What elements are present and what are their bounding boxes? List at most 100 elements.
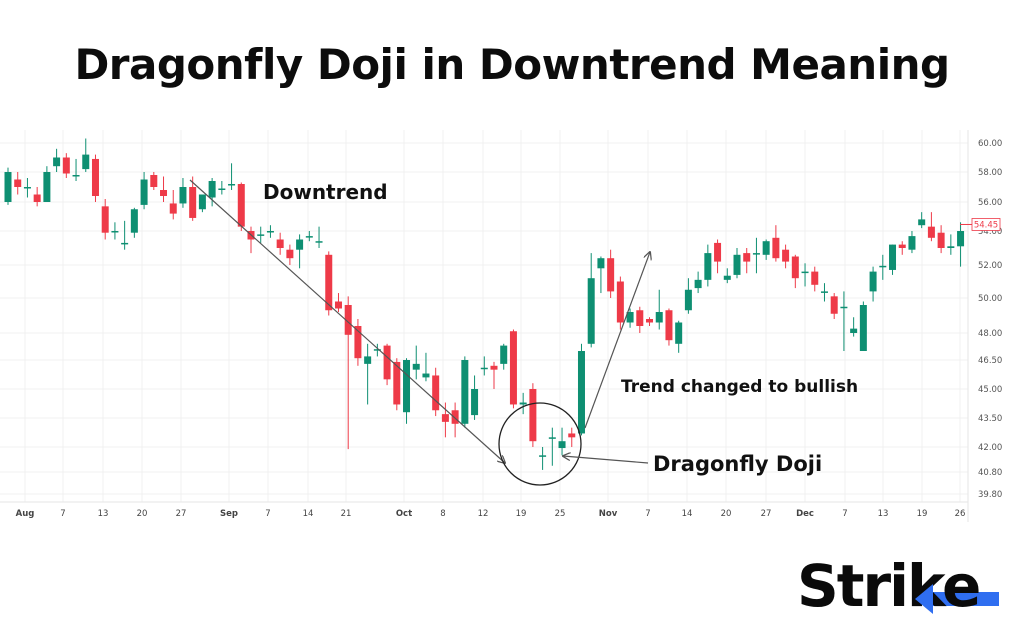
candle xyxy=(820,283,828,302)
candle xyxy=(607,249,615,298)
candle xyxy=(733,248,741,279)
candle xyxy=(412,345,420,380)
candle-body-down xyxy=(927,226,935,238)
candle xyxy=(957,222,965,267)
candle-body-down xyxy=(189,187,197,218)
candle-body-up xyxy=(869,271,877,292)
y-tick-label: 58.00 xyxy=(978,168,1002,178)
candle-body-up xyxy=(519,402,527,405)
candle xyxy=(587,253,595,348)
candle-body-up xyxy=(140,179,148,205)
candle-body-up xyxy=(412,363,420,370)
candle-body-down xyxy=(325,254,333,311)
candle xyxy=(4,167,12,205)
candle xyxy=(257,226,265,243)
candle xyxy=(169,190,177,220)
candle-body-up xyxy=(82,154,90,170)
y-tick-label: 54.00 xyxy=(978,227,1002,237)
candle-body-up xyxy=(762,241,770,255)
candles xyxy=(4,138,965,470)
candle xyxy=(529,383,537,447)
candle-body-down xyxy=(529,389,537,442)
candle xyxy=(43,166,51,202)
candle xyxy=(539,447,547,470)
candle-body-up xyxy=(500,345,508,364)
candle xyxy=(840,291,848,351)
candle-body-up xyxy=(733,254,741,275)
candle-body-up xyxy=(130,209,138,233)
candle xyxy=(869,266,877,302)
x-tick-label: 14 xyxy=(303,509,314,519)
candle xyxy=(655,289,663,330)
candle xyxy=(646,317,654,326)
candle xyxy=(597,256,605,294)
candle-body-up xyxy=(597,258,605,269)
candle xyxy=(684,278,692,314)
y-tick-label: 45.00 xyxy=(978,385,1002,395)
candle-body-up xyxy=(364,356,372,364)
candle xyxy=(325,251,333,316)
candle-body-up xyxy=(315,241,323,243)
candle-body-down xyxy=(791,256,799,279)
strike-logo: Strike xyxy=(797,552,981,620)
candle-body-down xyxy=(937,232,945,248)
candle xyxy=(62,153,70,178)
candle xyxy=(461,356,469,428)
candle xyxy=(121,220,129,250)
candle xyxy=(208,178,216,207)
candle xyxy=(441,402,449,438)
candle xyxy=(422,352,430,382)
x-tick-label: 19 xyxy=(516,509,527,519)
candle-body-up xyxy=(403,360,411,413)
candle-body-down xyxy=(441,414,449,422)
y-tick-label: 48.00 xyxy=(978,329,1002,339)
candle-body-up xyxy=(675,322,683,344)
candle xyxy=(130,207,138,238)
candle xyxy=(179,178,187,208)
candle xyxy=(451,402,459,438)
candle xyxy=(189,176,197,221)
x-tick-label: 21 xyxy=(341,509,352,519)
candle-body-down xyxy=(393,361,401,405)
x-tick-label: 12 xyxy=(478,509,489,519)
candle xyxy=(509,329,517,409)
candle-body-up xyxy=(43,172,51,202)
candle-body-down xyxy=(568,433,576,438)
candle xyxy=(694,271,702,294)
candle xyxy=(91,154,99,202)
x-tick-label: Dec xyxy=(796,509,814,519)
candle xyxy=(72,158,80,181)
x-tick-label: 7 xyxy=(842,509,847,519)
candle xyxy=(373,343,381,357)
annotation-downtrend: Downtrend xyxy=(263,180,388,204)
candle-body-up xyxy=(820,291,828,293)
candle-body-down xyxy=(490,365,498,370)
candle xyxy=(140,172,148,210)
candle-body-up xyxy=(947,246,955,248)
candle xyxy=(480,356,488,376)
candle xyxy=(927,212,935,242)
candle xyxy=(791,254,799,289)
y-tick-label: 46.50 xyxy=(978,356,1002,366)
candle-body-up xyxy=(257,234,265,236)
candle xyxy=(266,225,274,238)
candle-body-down xyxy=(714,242,722,262)
candle-body-down xyxy=(607,258,615,292)
candle-body-down xyxy=(772,237,780,259)
candle-body-up xyxy=(655,312,663,323)
candle-body-down xyxy=(811,271,819,285)
x-tick-label: 20 xyxy=(137,509,148,519)
candle-body-up xyxy=(198,194,206,210)
last-price-badge xyxy=(971,218,1001,231)
y-tick-label: 52.00 xyxy=(978,261,1002,271)
candle xyxy=(276,232,284,255)
candle-body-up xyxy=(539,455,547,457)
candle-body-down xyxy=(665,310,673,341)
x-tick-label: 13 xyxy=(98,509,109,519)
candle xyxy=(937,225,945,254)
candle-body-up xyxy=(471,389,479,416)
candle xyxy=(393,358,401,411)
candle xyxy=(898,241,906,255)
last-price-label: 54.45 xyxy=(974,220,998,230)
